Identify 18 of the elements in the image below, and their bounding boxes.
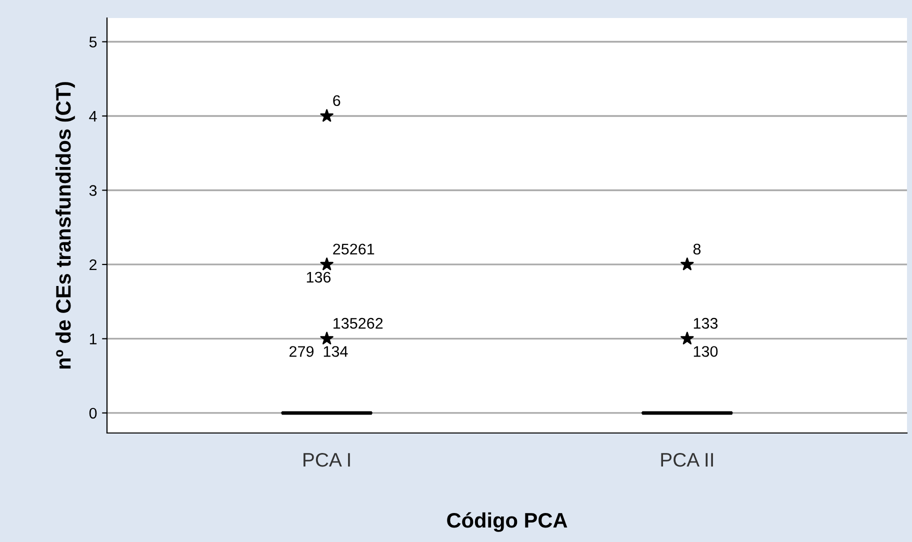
x-tick-label: PCA I bbox=[304, 452, 350, 467]
annotation: 6 bbox=[333, 95, 340, 106]
annotation: 130 bbox=[694, 346, 718, 357]
annotation: 8 bbox=[693, 244, 701, 255]
annotation: 133 bbox=[694, 318, 718, 329]
y-tick-label: 3 bbox=[89, 185, 97, 196]
y-tick-label: 4 bbox=[89, 111, 97, 122]
y-tick-label: 5 bbox=[89, 36, 97, 48]
annotation: 279 134 bbox=[290, 346, 348, 357]
x-axis-title: Código PCA bbox=[447, 512, 568, 532]
y-axis-title: nº de CEs transfundidos (CT) bbox=[55, 82, 75, 369]
annotation: 25261 bbox=[333, 244, 374, 255]
y-tick-label: 0 bbox=[89, 408, 97, 419]
y-tick-label: 2 bbox=[90, 259, 97, 270]
annotation: 135262 bbox=[334, 318, 383, 329]
annotation: 136 bbox=[306, 272, 331, 283]
y-tick-label: 1 bbox=[90, 334, 97, 344]
x-tick-label: PCA II bbox=[661, 452, 713, 467]
